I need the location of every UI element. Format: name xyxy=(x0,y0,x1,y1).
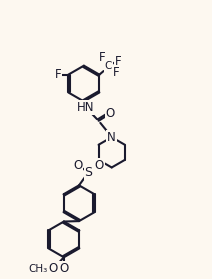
Text: CH₃: CH₃ xyxy=(28,264,48,274)
Text: F: F xyxy=(113,66,119,79)
Text: S: S xyxy=(85,166,92,179)
Text: HN: HN xyxy=(77,101,95,114)
Text: C: C xyxy=(105,61,112,71)
Text: F: F xyxy=(99,51,105,64)
Text: F: F xyxy=(115,55,122,68)
Text: N: N xyxy=(107,131,116,144)
Text: O: O xyxy=(48,262,57,275)
Text: O: O xyxy=(95,159,104,172)
Text: F: F xyxy=(54,68,61,81)
Text: O: O xyxy=(59,262,68,275)
Text: O: O xyxy=(73,159,82,172)
Text: O: O xyxy=(106,107,115,120)
